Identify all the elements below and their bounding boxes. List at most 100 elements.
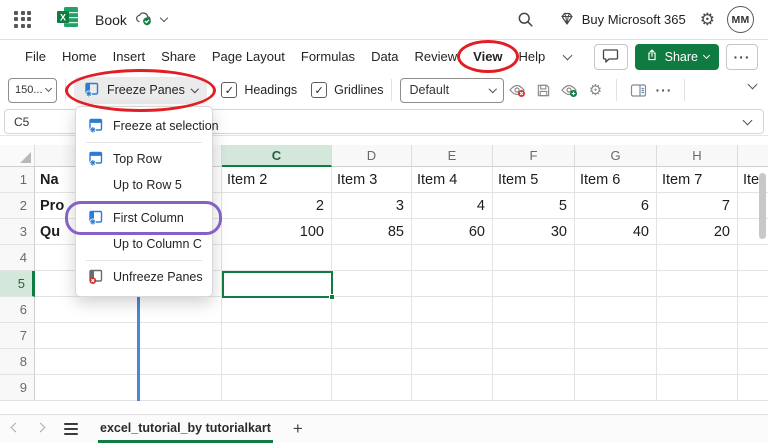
row-header-6[interactable]: 6	[0, 297, 35, 323]
cell-C3[interactable]: 100	[222, 219, 332, 245]
menu-page-layout[interactable]: Page Layout	[211, 49, 285, 64]
cell-F9[interactable]	[493, 375, 575, 401]
menu-home[interactable]: Home	[61, 49, 97, 64]
active-sheet-tab[interactable]: excel_tutorial_by tutorialkart	[98, 415, 273, 443]
menu-item-up-to-column-c[interactable]: Up to Column C	[76, 231, 212, 257]
add-sheet-button[interactable]: +	[289, 419, 307, 439]
cell-C5[interactable]	[222, 271, 332, 297]
cell-H4[interactable]	[657, 245, 738, 271]
cell-H5[interactable]	[657, 271, 738, 297]
cell-H8[interactable]	[657, 349, 738, 375]
menu-help[interactable]: Help	[518, 49, 546, 64]
cell-D8[interactable]	[332, 349, 412, 375]
menu-insert[interactable]: Insert	[112, 49, 146, 64]
app-launcher-waffle-icon[interactable]	[14, 10, 32, 29]
cell-E9[interactable]	[412, 375, 493, 401]
cell-H9[interactable]	[657, 375, 738, 401]
sheet-nav-right-chevron-icon[interactable]	[35, 422, 46, 433]
row-header-2[interactable]: 2	[0, 193, 35, 219]
cell-G2[interactable]: 6	[575, 193, 657, 219]
cell-I9[interactable]	[738, 375, 768, 401]
menu-item-first-column[interactable]: First Column	[65, 201, 222, 235]
cell-D1[interactable]: Item 3	[332, 167, 412, 193]
cell-G1[interactable]: Item 6	[575, 167, 657, 193]
cell-D4[interactable]	[332, 245, 412, 271]
column-header-E[interactable]: E	[412, 145, 493, 167]
cell-D3[interactable]: 85	[332, 219, 412, 245]
cell-A9[interactable]	[35, 375, 139, 401]
column-header-D[interactable]: D	[332, 145, 412, 167]
cell-C4[interactable]	[222, 245, 332, 271]
settings-gear-icon[interactable]: ⚙	[699, 9, 715, 29]
all-sheets-menu-icon[interactable]	[64, 423, 78, 435]
search-icon[interactable]	[511, 5, 541, 35]
cell-H7[interactable]	[657, 323, 738, 349]
menu-review[interactable]: Review	[414, 49, 458, 64]
cell-F3[interactable]: 30	[493, 219, 575, 245]
cell-E1[interactable]: Item 4	[412, 167, 493, 193]
cell-H3[interactable]: 20	[657, 219, 738, 245]
side-panel-icon[interactable]	[625, 77, 651, 103]
menu-item-unfreeze-panes[interactable]: Unfreeze Panes	[76, 264, 212, 290]
account-avatar[interactable]: MM	[727, 6, 754, 33]
cell-I4[interactable]	[738, 245, 768, 271]
cell-H6[interactable]	[657, 297, 738, 323]
row-header-7[interactable]: 7	[0, 323, 35, 349]
workbook-title[interactable]: Book	[95, 10, 169, 29]
row-header-3[interactable]: 3	[0, 219, 35, 245]
zoom-level-dropdown[interactable]: 150...	[8, 77, 57, 103]
cell-D6[interactable]	[332, 297, 412, 323]
cell-E6[interactable]	[412, 297, 493, 323]
cell-F8[interactable]	[493, 349, 575, 375]
share-button[interactable]: Share	[634, 43, 719, 70]
cell-F2[interactable]: 5	[493, 193, 575, 219]
select-all-cell[interactable]	[0, 145, 35, 167]
vertical-scrollbar[interactable]	[759, 173, 766, 239]
column-header-C[interactable]: C	[222, 145, 332, 167]
cell-B8[interactable]	[139, 349, 222, 375]
column-header-H[interactable]: H	[657, 145, 738, 167]
cell-C6[interactable]	[222, 297, 332, 323]
gridlines-checkbox[interactable]: ✓	[311, 82, 328, 98]
cell-G4[interactable]	[575, 245, 657, 271]
cell-G5[interactable]	[575, 271, 657, 297]
cell-I5[interactable]	[738, 271, 768, 297]
cell-E4[interactable]	[412, 245, 493, 271]
row-header-5[interactable]: 5	[0, 271, 35, 297]
cell-I7[interactable]	[738, 323, 768, 349]
menu-view[interactable]: View	[457, 40, 519, 73]
cell-G7[interactable]	[575, 323, 657, 349]
row-header-1[interactable]: 1	[0, 167, 35, 193]
cell-I6[interactable]	[738, 297, 768, 323]
cell-B7[interactable]	[139, 323, 222, 349]
cell-A7[interactable]	[35, 323, 139, 349]
cell-A6[interactable]	[35, 297, 139, 323]
menu-item-top-row[interactable]: Top Row	[76, 146, 212, 172]
cell-E3[interactable]: 60	[412, 219, 493, 245]
cell-E7[interactable]	[412, 323, 493, 349]
cell-H2[interactable]: 7	[657, 193, 738, 219]
cell-C9[interactable]	[222, 375, 332, 401]
menu-share[interactable]: Share	[161, 49, 196, 64]
cell-F4[interactable]	[493, 245, 575, 271]
menu-formulas[interactable]: Formulas	[300, 49, 356, 64]
gridlines-toggle[interactable]: ✓ Gridlines	[311, 82, 383, 98]
cell-F1[interactable]: Item 5	[493, 167, 575, 193]
cell-D9[interactable]	[332, 375, 412, 401]
cell-C7[interactable]	[222, 323, 332, 349]
cell-F5[interactable]	[493, 271, 575, 297]
formula-bar-expand-chevron-icon[interactable]	[742, 115, 753, 125]
toolbar-more-button[interactable]: ···	[651, 82, 676, 98]
cell-I8[interactable]	[738, 349, 768, 375]
title-chevron-down-icon[interactable]	[159, 13, 169, 23]
cell-G8[interactable]	[575, 349, 657, 375]
menu-item-up-to-row-5[interactable]: Up to Row 5	[76, 172, 212, 198]
comments-button[interactable]	[593, 43, 628, 70]
cell-H1[interactable]: Item 7	[657, 167, 738, 193]
headings-toggle[interactable]: ✓ Headings	[221, 82, 297, 98]
menu-overflow-chevron-icon[interactable]	[562, 50, 573, 60]
save-sheet-view-icon[interactable]	[530, 77, 556, 103]
sheet-view-options-gear-icon[interactable]: ⚙	[588, 82, 603, 99]
cell-D2[interactable]: 3	[332, 193, 412, 219]
cell-G9[interactable]	[575, 375, 657, 401]
